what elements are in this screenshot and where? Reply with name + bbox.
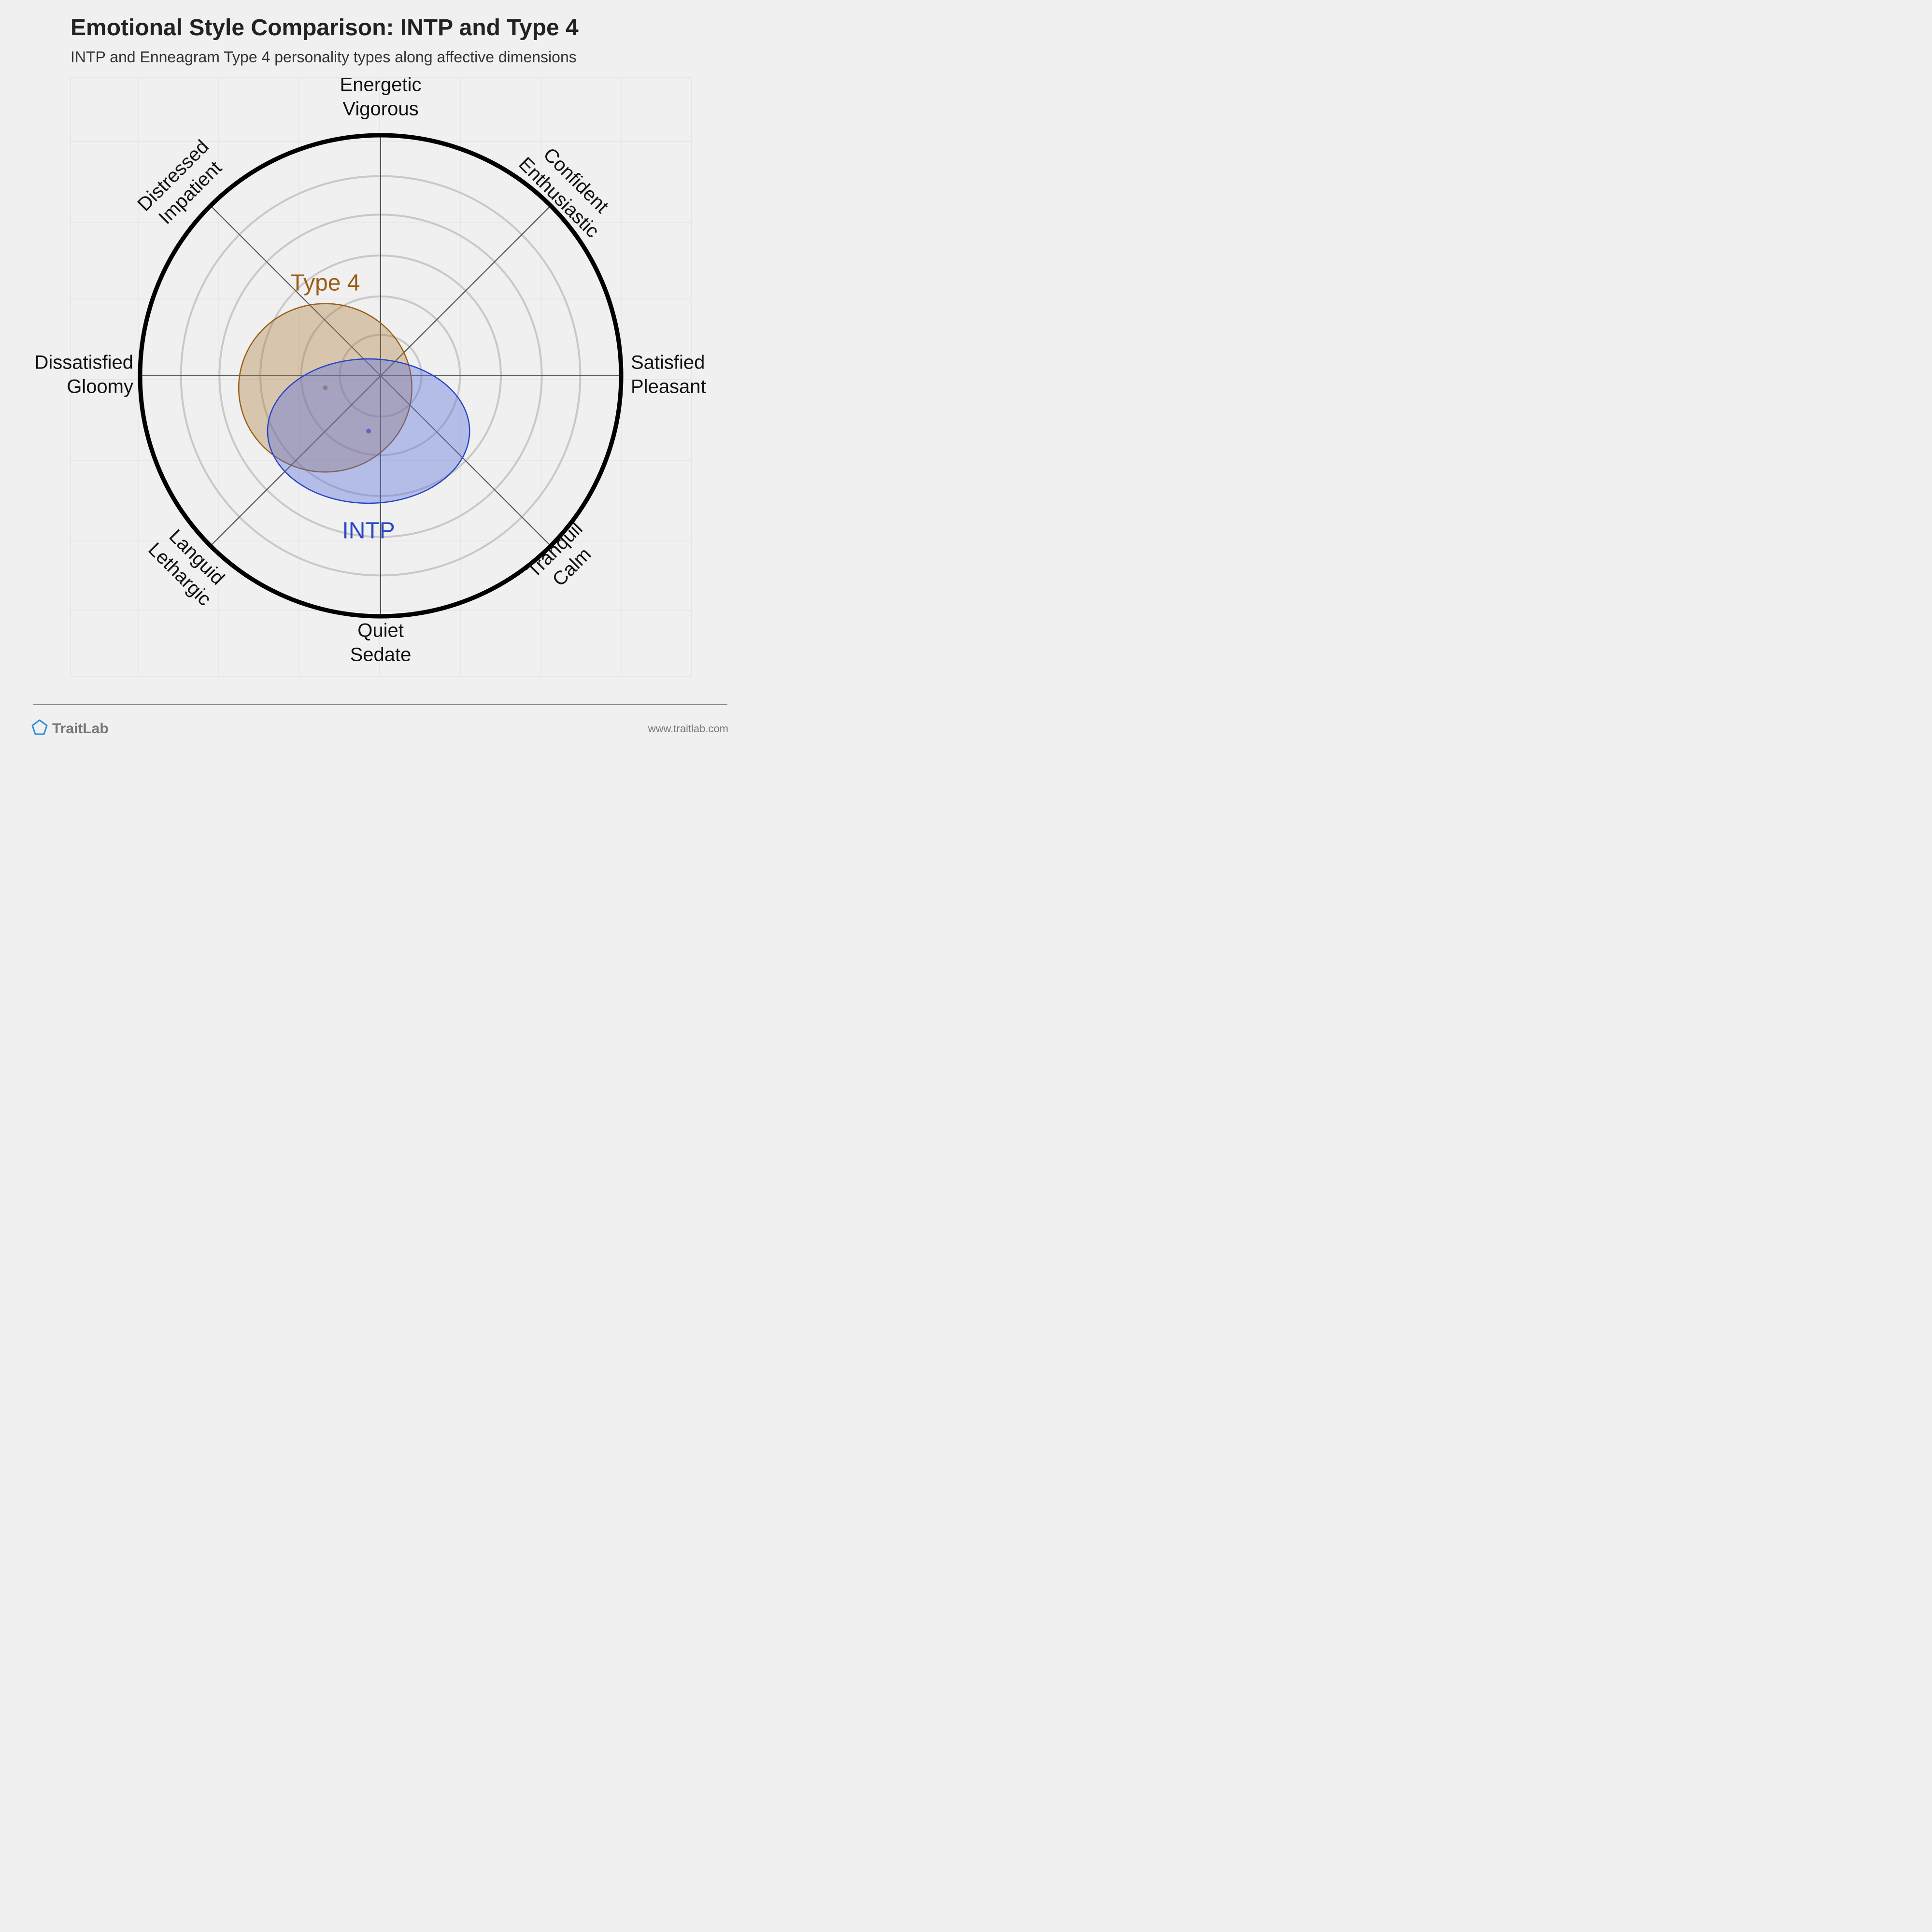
- brand-name: TraitLab: [52, 720, 109, 737]
- intp-series-label: INTP: [342, 518, 395, 543]
- axis-label-4-line-1: Sedate: [350, 644, 412, 666]
- axis-label-6: Dissatisfied Gloomy: [34, 352, 133, 398]
- axis-label-4-line-0: Quiet: [357, 620, 404, 641]
- chart-title: Emotional Style Comparison: INTP and Typ…: [71, 15, 579, 41]
- type-4-series-label: Type 4: [290, 270, 360, 296]
- axis-label-6-line-1: Gloomy: [67, 376, 133, 398]
- site-url[interactable]: www.traitlab.com: [648, 723, 728, 735]
- axis-label-4: Quiet Sedate: [350, 620, 412, 666]
- pentagon-logo-icon: [31, 719, 48, 739]
- brand[interactable]: TraitLab: [31, 719, 109, 739]
- axis-label-0-line-0: Energetic: [340, 74, 422, 96]
- axis-label-0: Energetic Vigorous: [340, 74, 422, 120]
- chart-subtitle: INTP and Enneagram Type 4 personality ty…: [71, 48, 577, 66]
- axis-label-2: Satisfied Pleasant: [631, 352, 706, 398]
- type-4-center-point: [323, 385, 328, 390]
- intp-center-point: [366, 428, 371, 434]
- axis-label-2-line-0: Satisfied: [631, 352, 705, 373]
- axis-label-6-line-0: Dissatisfied: [34, 352, 133, 373]
- axis-label-2-line-1: Pleasant: [631, 376, 706, 398]
- footer-divider: [33, 704, 727, 705]
- circumplex-chart: Type 4INTPEnergeticVigorousConfidentEnth…: [34, 74, 706, 677]
- axis-line-7: [210, 205, 551, 546]
- outer-ring: [138, 133, 624, 619]
- axis-label-0-line-1: Vigorous: [342, 99, 418, 120]
